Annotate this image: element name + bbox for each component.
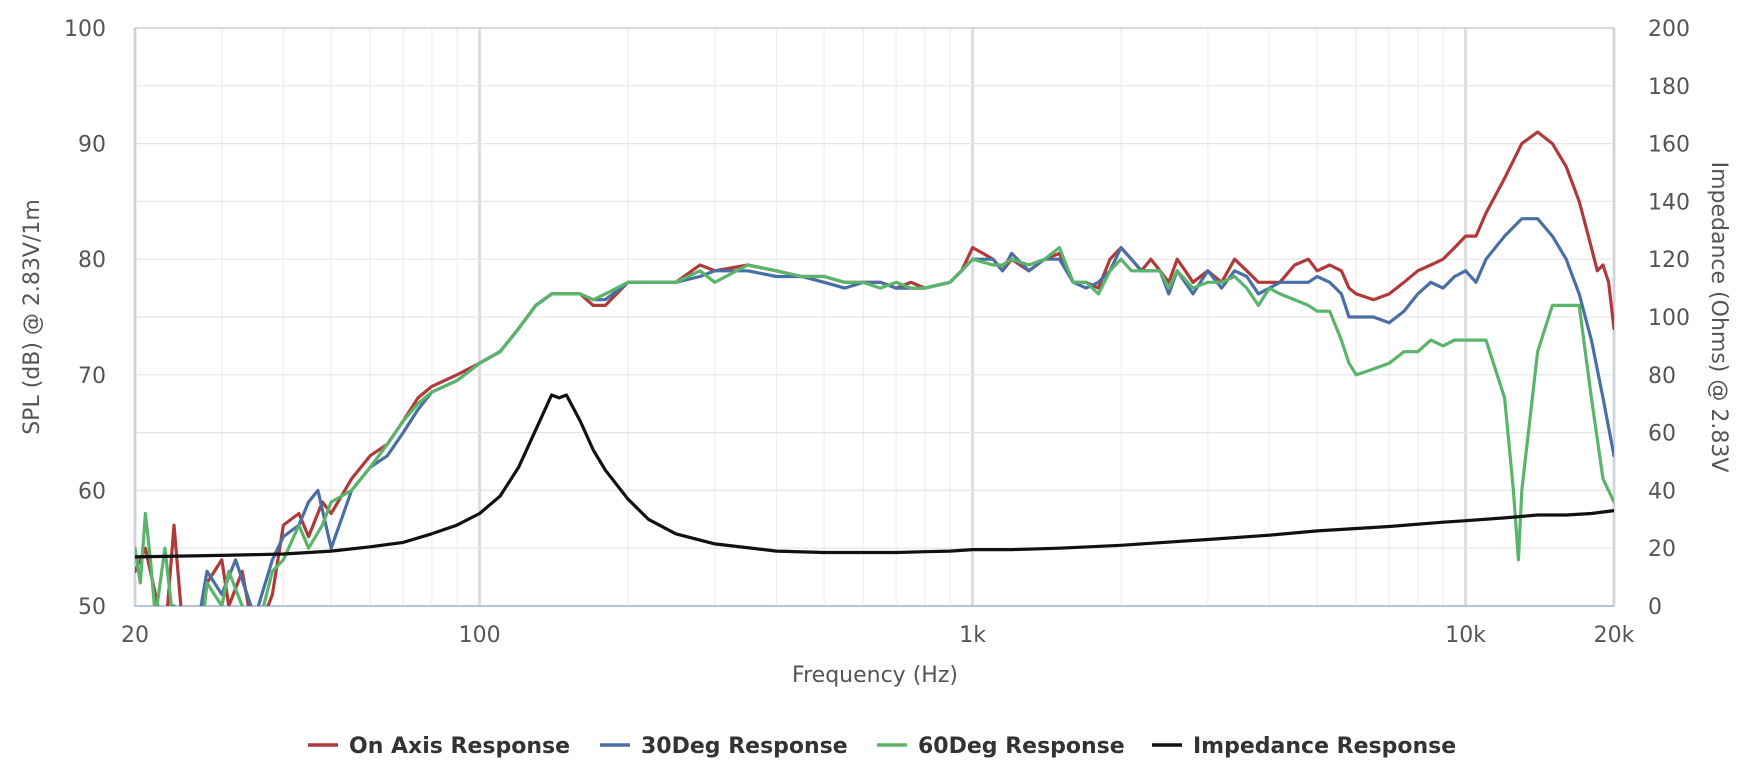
x-tick-label: 10k bbox=[1445, 623, 1486, 648]
y-right-tick-label: 40 bbox=[1648, 479, 1676, 504]
y-right-tick-label: 60 bbox=[1648, 422, 1676, 447]
y-right-tick-label: 200 bbox=[1648, 17, 1690, 42]
legend-item-impedance-response[interactable]: Impedance Response bbox=[1152, 734, 1456, 759]
x-tick-labels: 20 100 1k 10k 20k bbox=[121, 623, 1635, 648]
y-right-tick-label: 100 bbox=[1648, 306, 1690, 331]
series-line-on-axis-response bbox=[135, 130, 1614, 606]
y-right-tick-labels: 0 20 40 60 80 100 120 140 160 180 200 bbox=[1648, 17, 1690, 620]
grid-lines bbox=[133, 27, 1616, 607]
y-right-tick-label: 0 bbox=[1648, 595, 1662, 620]
x-tick-label: 100 bbox=[459, 623, 501, 648]
legend-item-60deg-response[interactable]: 60Deg Response bbox=[877, 734, 1125, 759]
y-left-tick-label: 60 bbox=[78, 479, 106, 504]
y-right-tick-label: 80 bbox=[1648, 364, 1676, 389]
y-right-tick-label: 140 bbox=[1648, 190, 1690, 215]
x-tick-label: 20k bbox=[1594, 623, 1635, 648]
series-line-impedance-response bbox=[135, 393, 1614, 559]
series-line-60deg-response bbox=[135, 246, 1614, 606]
y-right-tick-label: 120 bbox=[1648, 248, 1690, 273]
legend-label: Impedance Response bbox=[1193, 734, 1456, 759]
series-layer bbox=[135, 130, 1614, 606]
legend-label: 30Deg Response bbox=[641, 734, 848, 759]
y-left-tick-label: 90 bbox=[78, 133, 106, 158]
y-left-tick-label: 50 bbox=[78, 595, 106, 620]
y-right-tick-label: 160 bbox=[1648, 133, 1690, 158]
legend-label: On Axis Response bbox=[349, 734, 570, 759]
y-left-tick-label: 100 bbox=[64, 17, 106, 42]
x-tick-label: 1k bbox=[959, 623, 986, 648]
series-line-30deg-response bbox=[172, 217, 1614, 606]
legend-item-on-axis-response[interactable]: On Axis Response bbox=[308, 734, 570, 759]
y-left-tick-label: 70 bbox=[78, 364, 106, 389]
x-tick-label: 20 bbox=[121, 623, 149, 648]
y-left-tick-label: 80 bbox=[78, 248, 106, 273]
y-axis-right-title: Impedance (Ohms) @ 2.83V bbox=[1706, 162, 1731, 473]
legend-label: 60Deg Response bbox=[918, 734, 1125, 759]
legend: On Axis Response 30Deg Response 60Deg Resp… bbox=[308, 734, 1456, 759]
y-right-tick-label: 180 bbox=[1648, 75, 1690, 100]
y-left-tick-labels: 50 60 70 80 90 100 bbox=[64, 17, 106, 620]
x-axis-title: Frequency (Hz) bbox=[792, 663, 958, 688]
legend-item-30deg-response[interactable]: 30Deg Response bbox=[600, 734, 848, 759]
y-right-tick-label: 20 bbox=[1648, 537, 1676, 562]
y-axis-left-title: SPL (dB) @ 2.83V/1m bbox=[20, 199, 45, 435]
